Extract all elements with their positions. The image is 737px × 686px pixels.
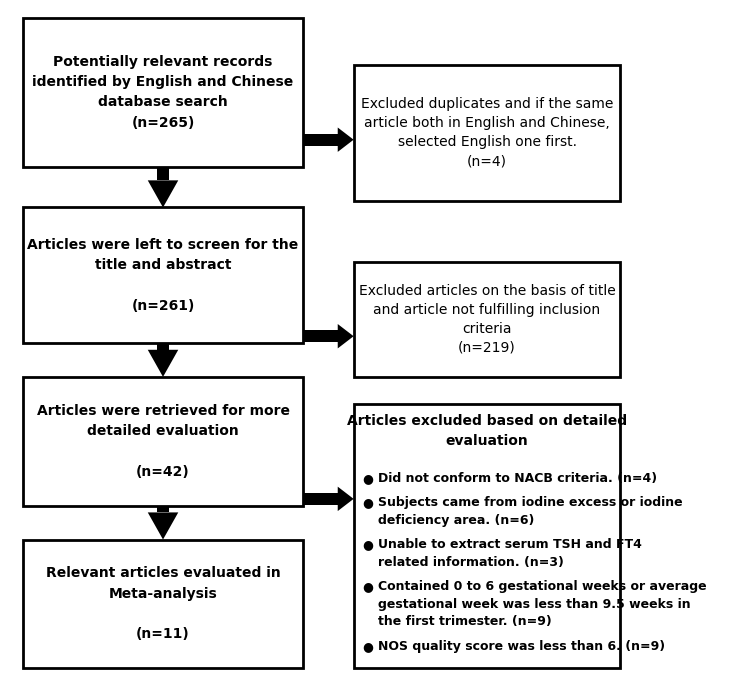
Text: (n=4): (n=4) — [467, 154, 507, 168]
Bar — [24, 377, 303, 506]
Text: ●: ● — [362, 496, 373, 509]
Text: ●: ● — [362, 580, 373, 593]
Text: title and abstract: title and abstract — [95, 258, 231, 272]
Bar — [24, 207, 303, 343]
Text: ●: ● — [362, 640, 373, 653]
Bar — [24, 539, 303, 668]
Text: (n=261): (n=261) — [131, 298, 195, 313]
Text: ●: ● — [362, 472, 373, 485]
Polygon shape — [338, 128, 354, 152]
Bar — [157, 343, 169, 350]
Text: Unable to extract serum TSH and FT4: Unable to extract serum TSH and FT4 — [378, 539, 642, 551]
Text: Excluded duplicates and if the same: Excluded duplicates and if the same — [361, 97, 613, 111]
Text: selected English one first.: selected English one first. — [397, 135, 576, 150]
Polygon shape — [147, 350, 178, 377]
Bar — [303, 330, 338, 342]
Text: criteria: criteria — [462, 322, 511, 335]
Bar — [303, 134, 338, 146]
Text: Articles were left to screen for the: Articles were left to screen for the — [27, 238, 298, 252]
Polygon shape — [338, 486, 354, 511]
Text: (n=219): (n=219) — [458, 341, 516, 355]
Text: Meta-analysis: Meta-analysis — [108, 587, 217, 601]
Bar — [303, 493, 338, 505]
Text: detailed evaluation: detailed evaluation — [87, 424, 239, 438]
Text: Articles excluded based on detailed: Articles excluded based on detailed — [347, 414, 627, 428]
Text: Contained 0 to 6 gestational weeks or average: Contained 0 to 6 gestational weeks or av… — [378, 580, 706, 593]
Text: Excluded articles on the basis of title: Excluded articles on the basis of title — [359, 284, 615, 298]
Text: the first trimester. (n=9): the first trimester. (n=9) — [378, 615, 551, 628]
Text: database search: database search — [98, 95, 228, 110]
Text: Subjects came from iodine excess or iodine: Subjects came from iodine excess or iodi… — [378, 496, 682, 509]
Text: (n=11): (n=11) — [136, 628, 190, 641]
Bar — [157, 167, 169, 180]
Text: identified by English and Chinese: identified by English and Chinese — [32, 75, 293, 89]
Text: Did not conform to NACB criteria. (n=4): Did not conform to NACB criteria. (n=4) — [378, 472, 657, 485]
Bar — [354, 404, 621, 668]
Text: Potentially relevant records: Potentially relevant records — [53, 55, 273, 69]
Text: ●: ● — [362, 539, 373, 551]
Bar — [24, 18, 303, 167]
Bar — [354, 65, 621, 201]
Bar — [157, 506, 169, 512]
Text: related information. (n=3): related information. (n=3) — [378, 556, 564, 569]
Polygon shape — [147, 180, 178, 207]
Text: (n=42): (n=42) — [136, 464, 190, 479]
Text: deficiency area. (n=6): deficiency area. (n=6) — [378, 514, 534, 527]
Bar — [354, 261, 621, 377]
Text: gestational week was less than 9.5 weeks in: gestational week was less than 9.5 weeks… — [378, 598, 691, 611]
Text: Relevant articles evaluated in: Relevant articles evaluated in — [46, 567, 280, 580]
Text: evaluation: evaluation — [446, 434, 528, 448]
Text: and article not fulfilling inclusion: and article not fulfilling inclusion — [374, 303, 601, 317]
Text: article both in English and Chinese,: article both in English and Chinese, — [364, 117, 610, 130]
Polygon shape — [338, 324, 354, 348]
Text: Articles were retrieved for more: Articles were retrieved for more — [37, 404, 290, 418]
Text: NOS quality score was less than 6. (n=9): NOS quality score was less than 6. (n=9) — [378, 640, 665, 653]
Text: (n=265): (n=265) — [131, 116, 195, 130]
Polygon shape — [147, 512, 178, 539]
